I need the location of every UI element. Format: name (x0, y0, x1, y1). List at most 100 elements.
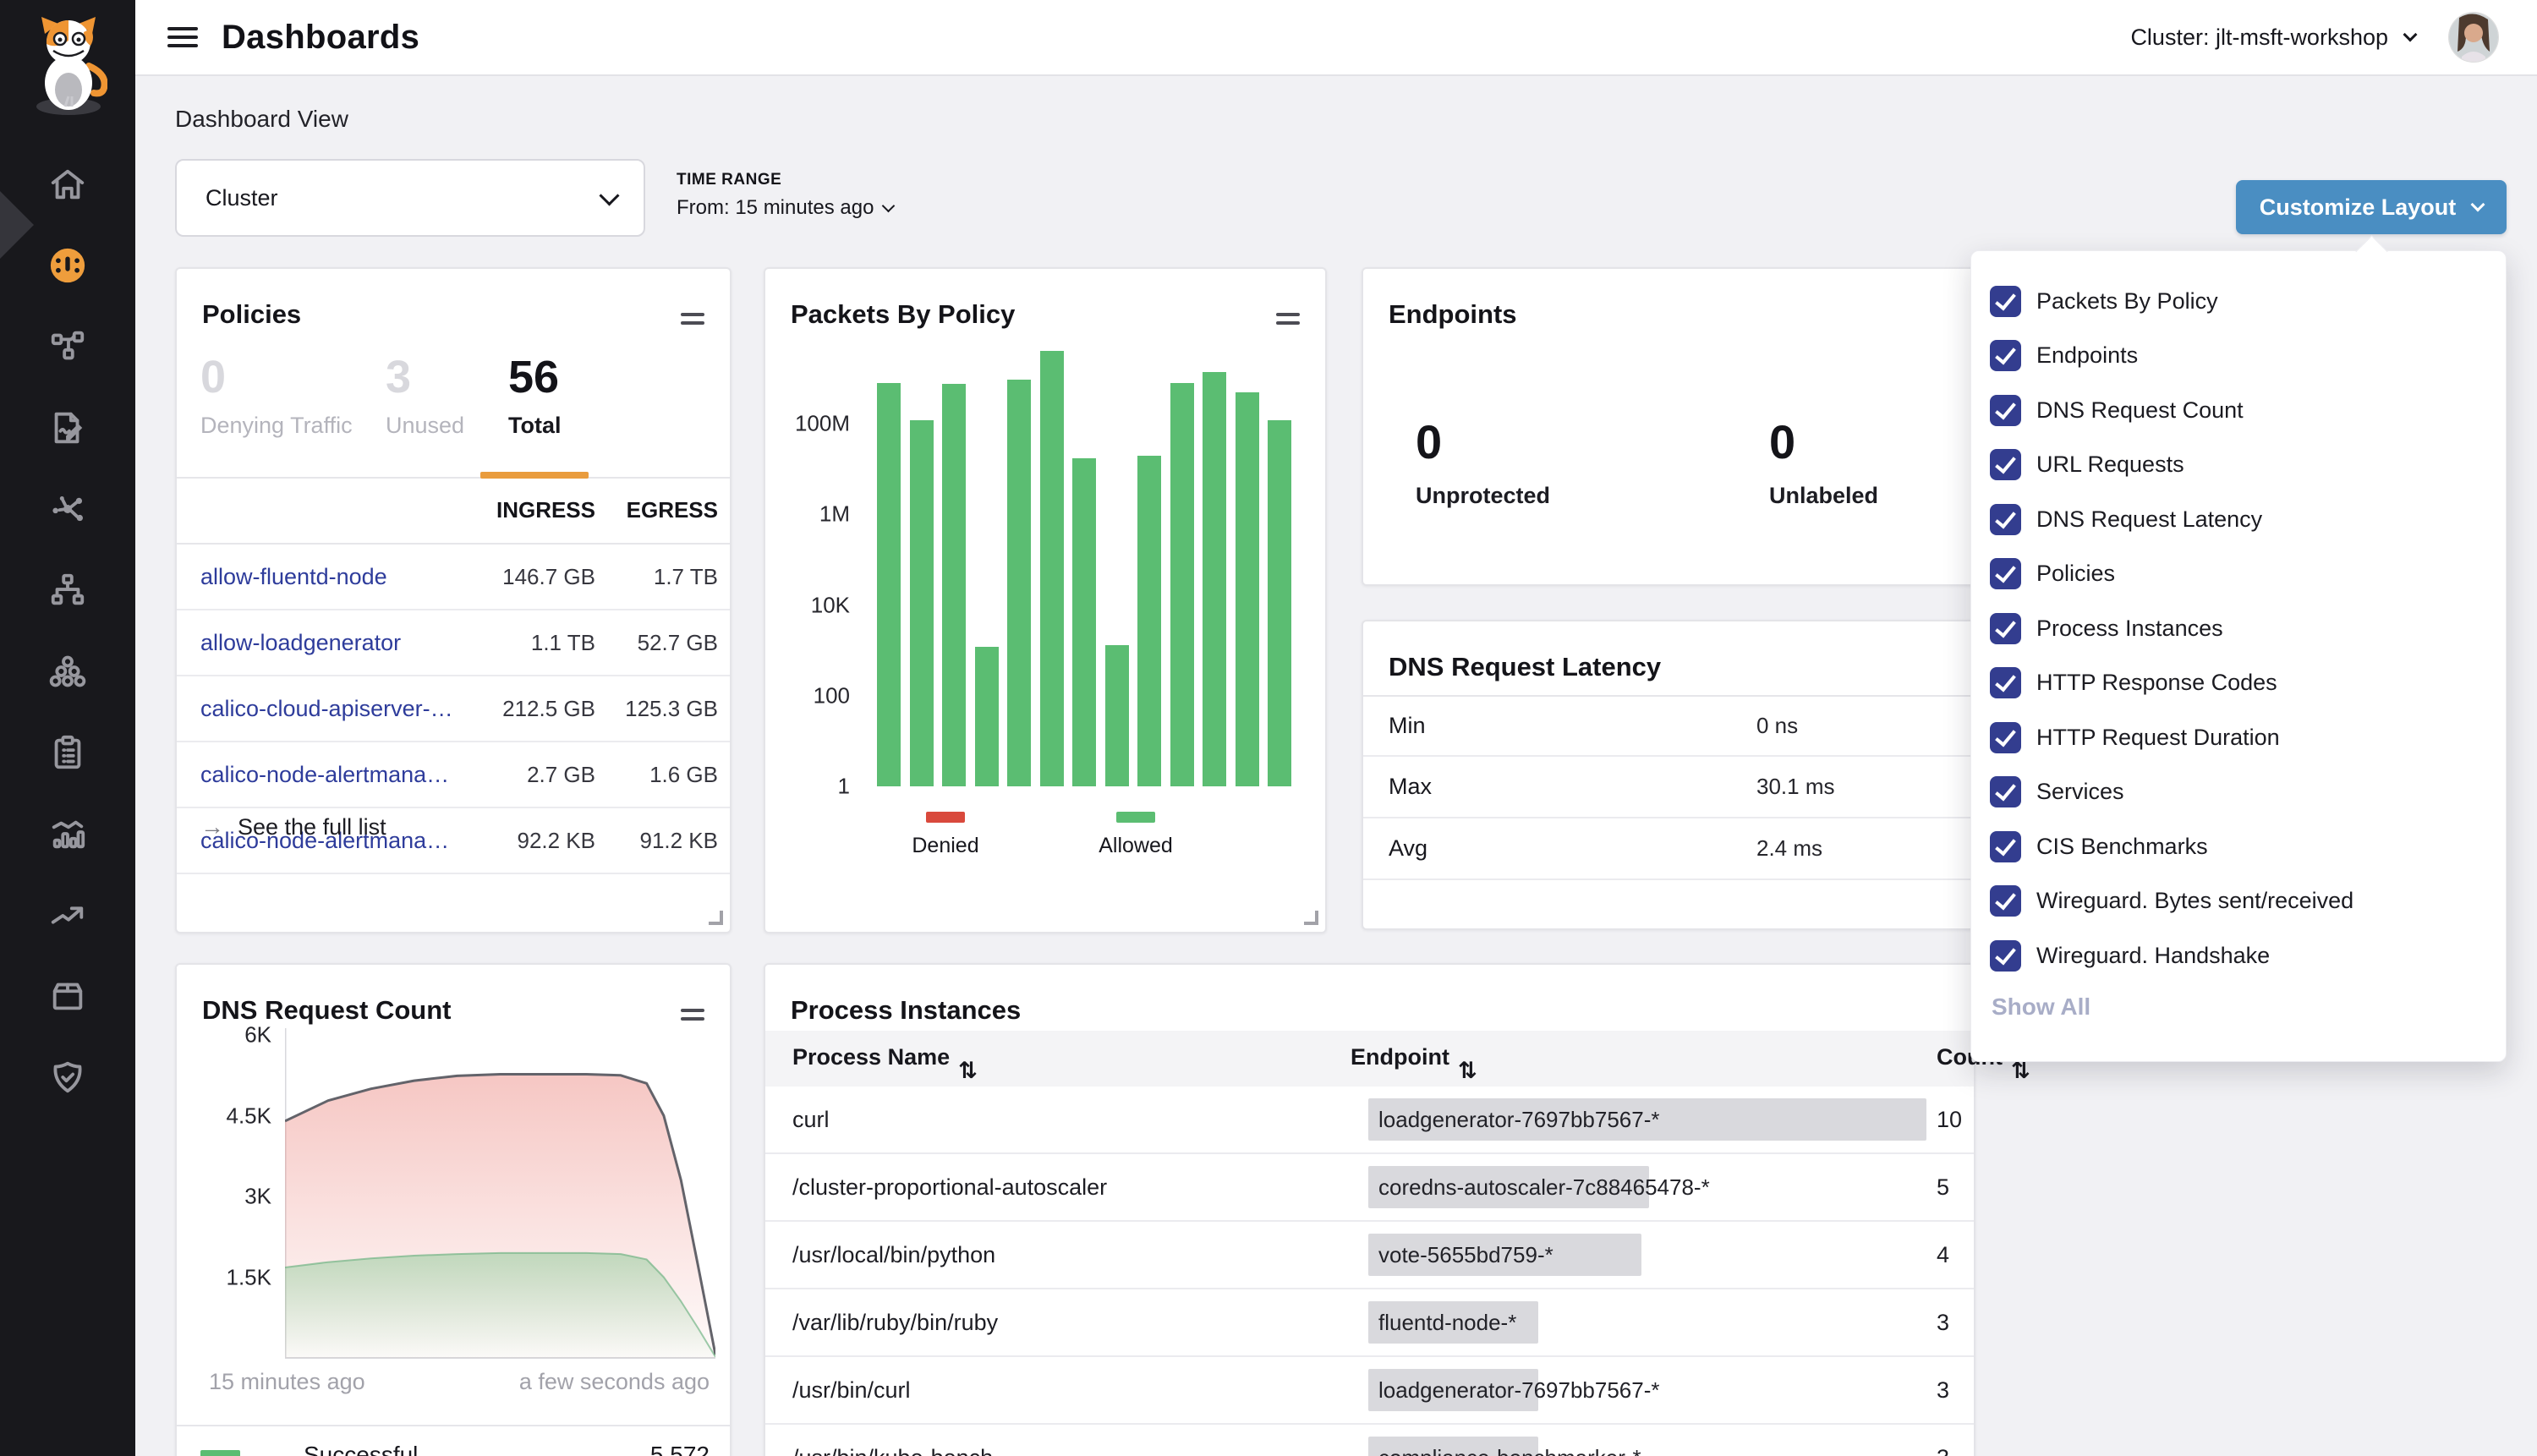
menu-item-label: Wireguard. Handshake (2036, 943, 2270, 969)
drag-handle-icon[interactable] (1276, 308, 1300, 330)
stat-value: 0 (200, 353, 353, 401)
checkbox-checked-icon[interactable] (1990, 885, 2021, 917)
checkbox-checked-icon[interactable] (1990, 667, 2021, 698)
egress-value: 52.7 GB (595, 630, 718, 656)
checkbox-checked-icon[interactable] (1990, 449, 2021, 480)
top-bar: Dashboards Cluster: jlt-msft-workshop (135, 0, 2537, 76)
card-title: Endpoints (1389, 299, 1517, 330)
legend-row[interactable]: Successful 5,572 (177, 1435, 730, 1456)
stat-value: 0 (1769, 414, 1878, 469)
sidebar-item-trending-up[interactable] (0, 876, 135, 957)
menu-item[interactable]: Wireguard. Handshake (1990, 933, 2270, 977)
menu-item[interactable]: HTTP Request Duration (1990, 715, 2280, 759)
menu-item[interactable]: Process Instances (1990, 606, 2223, 650)
bar-allowed[interactable] (942, 384, 966, 786)
checkbox-checked-icon[interactable] (1990, 504, 2021, 535)
checkbox-checked-icon[interactable] (1990, 776, 2021, 807)
checkbox-checked-icon[interactable] (1990, 286, 2021, 317)
bar-allowed[interactable] (1072, 458, 1096, 786)
process-name: /usr/local/bin/python (792, 1242, 995, 1268)
process-table-header: Process Name⇅Endpoint⇅Count⇅ (765, 1031, 1974, 1087)
calico-cat-logo[interactable] (30, 15, 107, 118)
policy-row: allow-loadgenerator 1.1 TB 52.7 GB (177, 610, 730, 676)
menu-item[interactable]: Packets By Policy (1990, 279, 2218, 323)
menu-item[interactable]: DNS Request Count (1990, 388, 2244, 432)
policies-stat-denying-traffic[interactable]: 0 Denying Traffic (200, 353, 353, 439)
time-range-value[interactable]: From: 15 minutes ago (677, 196, 893, 220)
sidebar-item-dashboard-gauge[interactable] (0, 227, 135, 308)
bar-allowed[interactable] (1040, 351, 1064, 786)
bar-allowed[interactable] (910, 420, 934, 786)
menu-icon[interactable] (167, 22, 198, 52)
policy-link[interactable]: allow-loadgenerator (200, 630, 485, 656)
bar-allowed[interactable] (1268, 420, 1291, 786)
policies-stat-unused[interactable]: 3 Unused (386, 353, 464, 439)
policy-link[interactable]: calico-cloud-apiserver-… (200, 696, 485, 722)
chevron-down-icon (599, 185, 619, 205)
stats-report-icon (48, 814, 87, 857)
checkbox-checked-icon[interactable] (1990, 340, 2021, 371)
cluster-selector[interactable]: Cluster: jlt-msft-workshop (2130, 25, 2415, 51)
resize-handle[interactable] (1304, 911, 1318, 925)
user-avatar[interactable] (2449, 13, 2498, 62)
legend-label[interactable]: Allowed (1099, 834, 1173, 858)
process-count: 4 (1937, 1242, 1949, 1268)
menu-item[interactable]: HTTP Response Codes (1990, 661, 2277, 705)
packets-by-policy-card: Packets By Policy 100M1M10K1001 Denied A… (764, 267, 1327, 933)
menu-item[interactable]: URL Requests (1990, 443, 2184, 487)
menu-item[interactable]: CIS Benchmarks (1990, 824, 2208, 868)
process-count: 3 (1937, 1310, 1949, 1336)
sort-header-process-name[interactable]: Process Name⇅ (792, 1044, 950, 1070)
policy-link[interactable]: calico-node-alertmana… (200, 762, 485, 788)
bar-allowed[interactable] (1236, 392, 1259, 786)
bar-allowed[interactable] (1203, 372, 1226, 786)
menu-item[interactable]: Policies (1990, 552, 2115, 596)
sidebar-item-shield-check[interactable] (0, 1038, 135, 1119)
divider (177, 1425, 730, 1426)
policy-link[interactable]: allow-fluentd-node (200, 564, 485, 590)
sort-header-endpoint[interactable]: Endpoint⇅ (1351, 1044, 1449, 1070)
policies-stat-total[interactable]: 56 Total (508, 353, 562, 439)
checkbox-checked-icon[interactable] (1990, 613, 2021, 644)
checkbox-checked-icon[interactable] (1990, 940, 2021, 972)
menu-item[interactable]: Services (1990, 770, 2124, 814)
stat-label: Unused (386, 413, 464, 439)
drag-handle-icon[interactable] (681, 308, 704, 330)
bar-allowed[interactable] (1170, 383, 1194, 786)
latency-label: Max (1389, 774, 1432, 800)
sidebar-item-stats-report[interactable] (0, 795, 135, 876)
sidebar-item-network-topology[interactable] (0, 308, 135, 389)
checkbox-checked-icon[interactable] (1990, 558, 2021, 589)
checkbox-checked-icon[interactable] (1990, 831, 2021, 862)
legend-label[interactable]: Denied (912, 834, 978, 858)
customize-layout-button[interactable]: Customize Layout (2236, 180, 2507, 234)
menu-item[interactable]: Wireguard. Bytes sent/received (1990, 879, 2353, 923)
show-all-link[interactable]: Show All (1992, 993, 2090, 1021)
checkbox-checked-icon[interactable] (1990, 395, 2021, 426)
see-full-list-link[interactable]: → See the full list (200, 813, 386, 840)
menu-item[interactable]: Endpoints (1990, 334, 2138, 378)
sidebar-item-hierarchy[interactable] (0, 551, 135, 632)
resize-handle[interactable] (709, 911, 723, 925)
sidebar-item-cluster-nodes[interactable] (0, 632, 135, 714)
menu-item[interactable]: DNS Request Latency (1990, 497, 2262, 541)
dashboard-view-select[interactable]: Cluster (175, 159, 645, 237)
shield-check-icon (48, 1058, 87, 1101)
bar-allowed[interactable] (975, 647, 999, 786)
sidebar-item-home[interactable] (0, 145, 135, 227)
bar-allowed[interactable] (877, 383, 901, 786)
sidebar-item-policy-document[interactable] (0, 389, 135, 470)
bar-allowed[interactable] (1137, 456, 1161, 786)
bar-allowed[interactable] (1105, 645, 1129, 786)
checkbox-checked-icon[interactable] (1990, 722, 2021, 753)
sidebar-item-package-box[interactable] (0, 957, 135, 1038)
sidebar-item-service-graph[interactable] (0, 470, 135, 551)
drag-handle-icon[interactable] (681, 1004, 704, 1026)
policy-row: allow-fluentd-node 146.7 GB 1.7 TB (177, 545, 730, 610)
page-title: Dashboards (222, 19, 419, 57)
bar-allowed[interactable] (1007, 380, 1031, 786)
endpoint-stat-unprotected[interactable]: 0 Unprotected (1416, 414, 1550, 509)
ingress-value: 2.7 GB (485, 762, 595, 788)
endpoint-stat-unlabeled[interactable]: 0 Unlabeled (1769, 414, 1878, 509)
sidebar-item-clipboard-list[interactable] (0, 714, 135, 795)
